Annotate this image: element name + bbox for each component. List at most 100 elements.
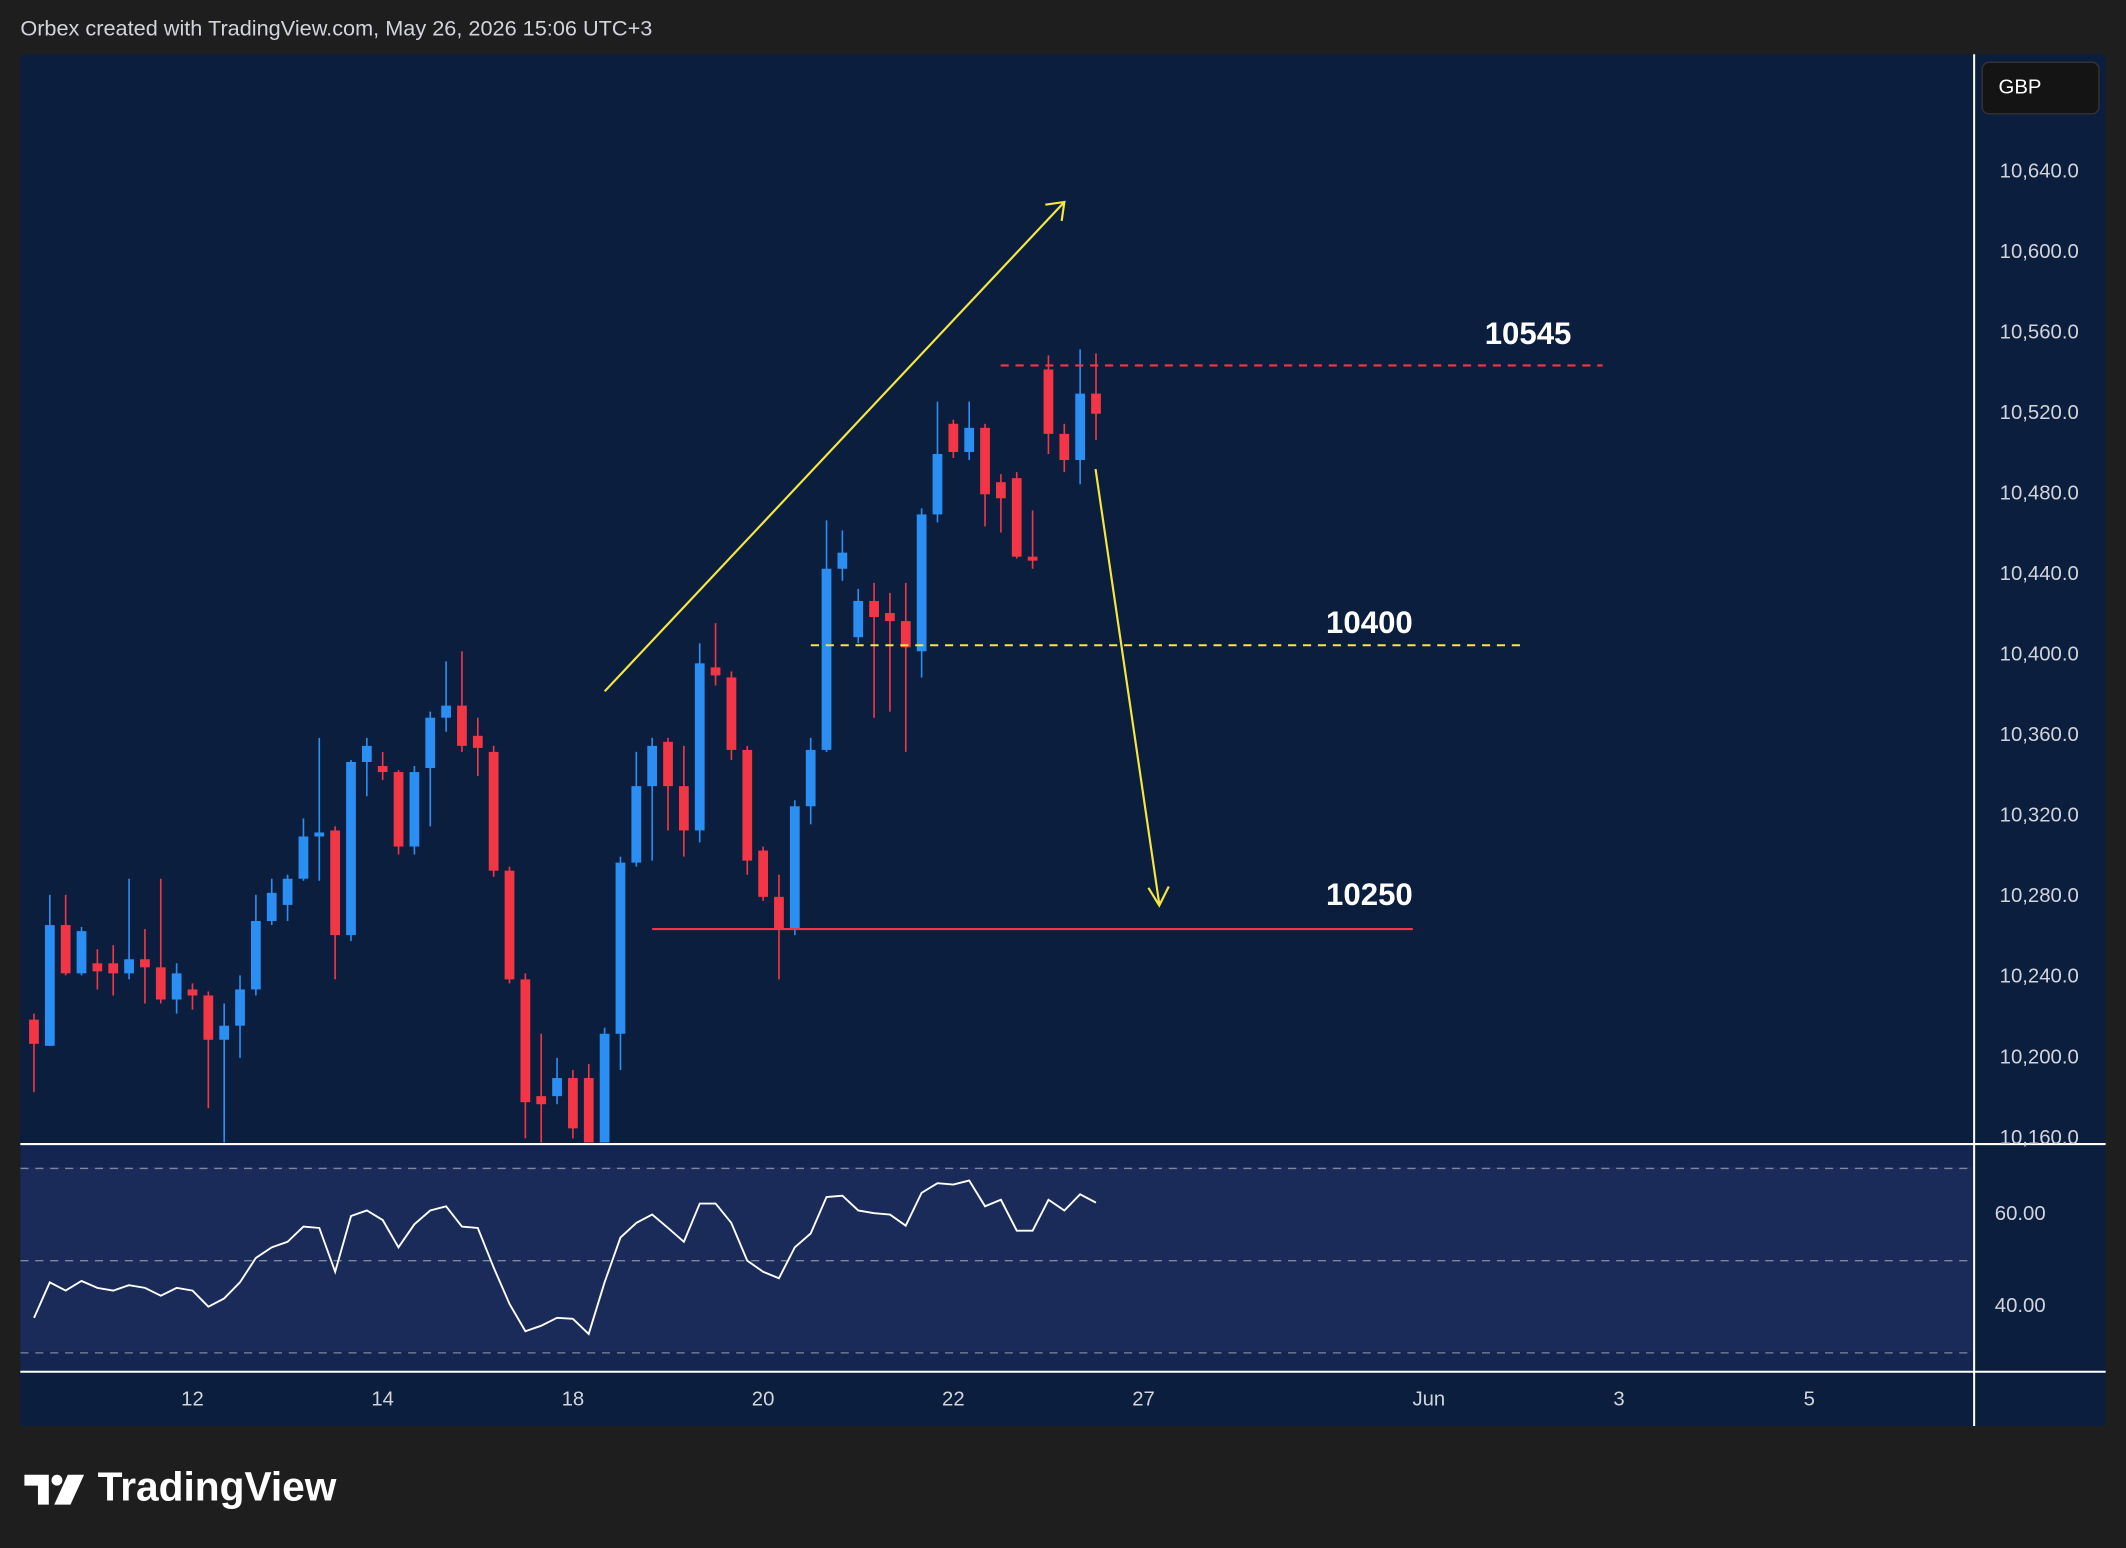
candle-body xyxy=(552,1078,562,1097)
currency-badge[interactable] xyxy=(1981,61,2100,115)
candle-body xyxy=(76,931,87,974)
candle-body xyxy=(758,850,769,897)
candle-body xyxy=(155,967,166,1000)
arrow-up xyxy=(603,201,1066,693)
arrow-head xyxy=(1147,886,1170,908)
candle-body xyxy=(441,705,451,718)
logo-mark xyxy=(51,1474,63,1486)
candle-body xyxy=(932,454,943,515)
brand: TradingView xyxy=(98,1463,337,1509)
candle-body xyxy=(171,973,182,1000)
candle-body xyxy=(108,963,119,974)
y-tick-label: 10,360.0 xyxy=(2000,724,2079,746)
x-tick-label: 20 xyxy=(752,1389,775,1411)
candle-body xyxy=(1027,556,1038,561)
y-tick-label: 10,200.0 xyxy=(2000,1046,2079,1068)
x-tick-label: 12 xyxy=(181,1389,204,1411)
candle-body xyxy=(615,862,626,1034)
rsi-tick-label: 40.00 xyxy=(1995,1295,2046,1317)
candle-body xyxy=(678,786,689,831)
header-text: Orbex created with TradingView.com, May … xyxy=(20,16,652,41)
candle-body xyxy=(631,786,642,863)
candle-body xyxy=(330,830,341,936)
candle-body xyxy=(536,1096,547,1105)
candle-body xyxy=(568,1078,578,1129)
candle-body xyxy=(314,832,325,837)
candle-body xyxy=(599,1033,610,1143)
x-tick-label: 5 xyxy=(1804,1389,1815,1411)
candle-body xyxy=(916,514,927,652)
y-tick-label: 10,400.0 xyxy=(2000,644,2079,666)
candle-body xyxy=(425,717,436,769)
logo-mark xyxy=(54,1474,85,1505)
candle-body xyxy=(742,749,753,861)
x-tick-label: Jun xyxy=(1412,1389,1445,1411)
candle-body xyxy=(346,761,356,936)
currency-label: GBP xyxy=(1999,76,2042,98)
level-label: 10400 xyxy=(1326,605,1413,640)
candle-body xyxy=(694,663,705,831)
arrow-head xyxy=(1045,200,1066,222)
y-tick-label: 10,280.0 xyxy=(2000,885,2079,907)
candle-body xyxy=(853,600,864,638)
candle-body xyxy=(663,741,673,787)
candle-body xyxy=(1011,478,1022,557)
candle-body xyxy=(251,921,261,990)
candle-body xyxy=(60,925,71,974)
candle-body xyxy=(282,878,293,905)
y-tick-label: 10,480.0 xyxy=(2000,483,2079,505)
candle-body xyxy=(472,735,483,748)
candle-body xyxy=(361,745,372,762)
candle-body xyxy=(44,925,55,1046)
candle-body xyxy=(203,995,214,1040)
candle-body xyxy=(457,705,467,746)
candle-body xyxy=(726,677,737,750)
candle-body xyxy=(837,552,848,569)
x-tick-label: 3 xyxy=(1613,1389,1624,1411)
y-tick-label: 10,160.0 xyxy=(2000,1127,2079,1149)
candle-body xyxy=(488,751,499,871)
logo: TradingView xyxy=(24,1463,337,1509)
candle-body xyxy=(710,667,721,676)
x-tick-label: 18 xyxy=(562,1389,585,1411)
candle-body xyxy=(29,1019,39,1044)
candle-body xyxy=(821,568,832,750)
candle-body xyxy=(298,836,309,879)
candle-body xyxy=(187,989,198,996)
rsi-band xyxy=(20,1167,1975,1352)
candle-body xyxy=(266,892,277,922)
x-tick-label: 27 xyxy=(1132,1389,1155,1411)
y-tick-label: 10,320.0 xyxy=(2000,805,2079,827)
candle-body xyxy=(869,600,879,618)
candle-body xyxy=(980,427,990,495)
candle-body xyxy=(235,989,245,1026)
candle-body xyxy=(377,766,388,773)
arrows xyxy=(603,200,1170,908)
candle-body xyxy=(1043,369,1054,434)
candle-body xyxy=(948,423,959,452)
y-tick-label: 10,640.0 xyxy=(2000,161,2079,183)
rsi-line xyxy=(33,1179,1097,1336)
logo-mark xyxy=(24,1474,49,1505)
x-tick-label: 22 xyxy=(942,1389,965,1411)
candle-body xyxy=(996,482,1006,499)
candle-body xyxy=(1075,393,1086,461)
candles xyxy=(29,349,1101,1143)
level-label: 10250 xyxy=(1326,877,1413,912)
candle-body xyxy=(647,745,658,787)
candle-body xyxy=(805,749,816,807)
candle-body xyxy=(140,959,150,968)
y-tick-label: 10,560.0 xyxy=(2000,322,2079,344)
candle-body xyxy=(885,613,895,622)
candle-body xyxy=(964,427,975,452)
candle-body xyxy=(774,896,784,930)
candle-body xyxy=(1091,393,1101,414)
candle-body xyxy=(124,959,134,974)
y-tick-label: 10,520.0 xyxy=(2000,402,2079,424)
candle-body xyxy=(393,772,404,847)
y-tick-label: 10,600.0 xyxy=(2000,241,2079,263)
candle-body xyxy=(1059,433,1070,461)
rsi-tick-label: 60.00 xyxy=(1995,1203,2046,1225)
y-tick-label: 10,240.0 xyxy=(2000,966,2079,988)
